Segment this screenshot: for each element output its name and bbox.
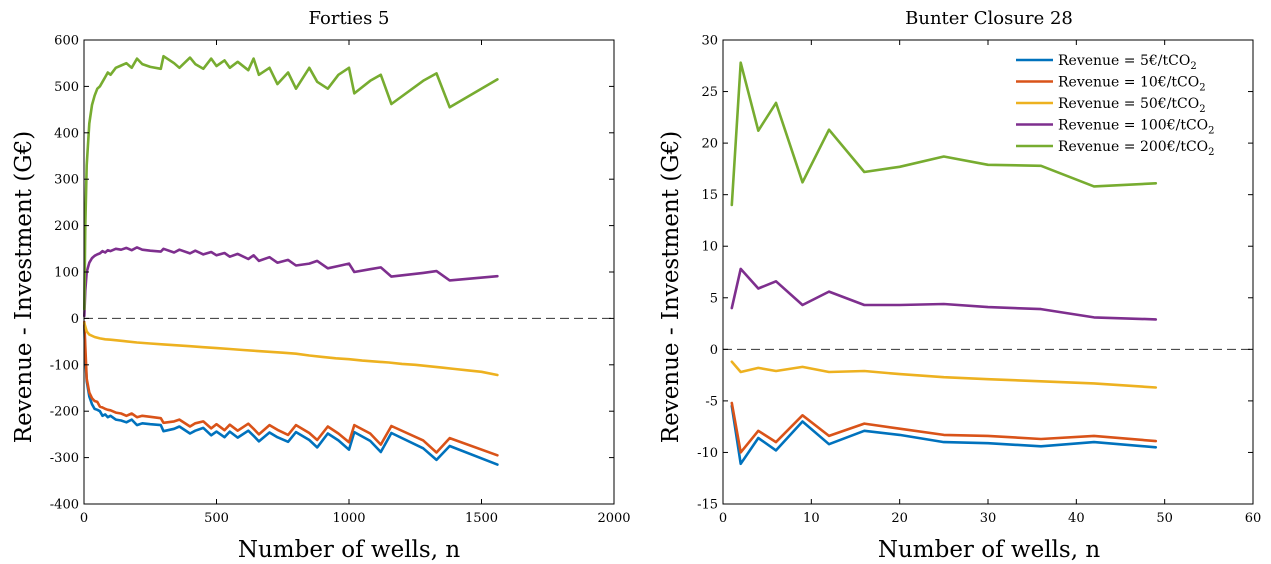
- series-line-rev10: [730, 401, 1158, 454]
- y-tick-label: -15: [697, 498, 718, 513]
- y-tick-label: -100: [50, 358, 79, 373]
- y-tick-label: 600: [54, 34, 79, 49]
- x-axis-label: Number of wells, n: [878, 537, 1100, 563]
- y-tick-label: 0: [71, 312, 79, 327]
- legend-label: Revenue = 5€/tCO2: [1058, 53, 1197, 72]
- y-tick-label: 5: [710, 291, 718, 306]
- series-line-rev5: [730, 404, 1158, 466]
- y-tick-label: -300: [50, 451, 79, 466]
- legend-label: Revenue = 10€/tCO2: [1058, 75, 1206, 94]
- axis-ticks: 0 500 1000 1500 2000 -400 -300 -200 -100 0 100 200 3…: [50, 34, 631, 527]
- y-tick-label: 10: [701, 240, 718, 255]
- y-axis-label: Revenue - Investment (G€): [658, 131, 684, 443]
- y-axis-label: Revenue - Investment (G€): [11, 131, 37, 443]
- y-tick-label: -5: [705, 394, 718, 409]
- series-layer: [730, 61, 1158, 466]
- axis-ticks: 0 10 20 30 40 50 60 -15 -10 -5 0 5 10 15 20 25 30: [697, 34, 1261, 527]
- x-tick-label: 0: [80, 511, 88, 526]
- chart-title: Bunter Closure 28: [905, 8, 1073, 29]
- y-tick-label: 400: [54, 126, 79, 141]
- legend-item-rev200: Revenue = 200€/tCO2: [1016, 139, 1215, 158]
- y-tick-label: 300: [54, 173, 79, 188]
- legend-item-rev100: Revenue = 100€/tCO2: [1016, 118, 1215, 137]
- y-tick-label: 25: [701, 85, 718, 100]
- series-layer: [83, 54, 499, 466]
- x-tick-label: 20: [891, 511, 908, 526]
- chart-forties-5: Forties 5 Number of wells, n Revenue - I…: [11, 8, 631, 563]
- x-tick-label: 30: [980, 511, 997, 526]
- y-tick-label: 15: [701, 188, 718, 203]
- series-line-rev100: [730, 267, 1158, 321]
- y-tick-label: -10: [697, 446, 718, 461]
- series-line-rev50: [83, 321, 499, 377]
- x-tick-label: 500: [204, 511, 229, 526]
- chart-title: Forties 5: [309, 8, 390, 29]
- x-tick-label: 1500: [465, 511, 498, 526]
- y-tick-label: -400: [50, 498, 79, 513]
- x-tick-label: 50: [1156, 511, 1173, 526]
- y-tick-label: 20: [701, 137, 718, 152]
- legend-item-rev5: Revenue = 5€/tCO2: [1016, 53, 1197, 72]
- legend: Revenue = 5€/tCO2 Revenue = 10€/tCO2 Reven…: [1016, 53, 1215, 158]
- legend-label: Revenue = 50€/tCO2: [1058, 96, 1206, 115]
- x-tick-label: 2000: [597, 511, 630, 526]
- x-tick-label: 0: [719, 511, 727, 526]
- x-tick-label: 1000: [332, 511, 365, 526]
- series-line-rev100: [83, 246, 499, 318]
- series-line-rev50: [730, 360, 1158, 389]
- x-axis-label: Number of wells, n: [238, 537, 460, 563]
- series-line-rev200: [730, 61, 1158, 207]
- y-tick-label: 0: [710, 343, 718, 358]
- plot-frame: [83, 39, 615, 505]
- series-line-rev5: [83, 324, 499, 466]
- y-tick-label: 30: [701, 34, 718, 49]
- chart-bunter-closure-28: Bunter Closure 28 Number of wells, n Rev…: [658, 8, 1261, 563]
- y-tick-label: -200: [50, 405, 79, 420]
- legend-label: Revenue = 200€/tCO2: [1058, 139, 1215, 158]
- x-tick-label: 40: [1068, 511, 1085, 526]
- series-line-rev10: [83, 320, 499, 457]
- y-tick-label: 200: [54, 219, 79, 234]
- legend-item-rev50: Revenue = 50€/tCO2: [1016, 96, 1206, 115]
- series-line-rev200: [83, 54, 499, 311]
- x-tick-label: 60: [1245, 511, 1262, 526]
- x-tick-label: 10: [803, 511, 820, 526]
- legend-label: Revenue = 100€/tCO2: [1058, 118, 1215, 137]
- y-tick-label: 500: [54, 80, 79, 95]
- legend-item-rev10: Revenue = 10€/tCO2: [1016, 75, 1206, 94]
- y-tick-label: 100: [54, 266, 79, 281]
